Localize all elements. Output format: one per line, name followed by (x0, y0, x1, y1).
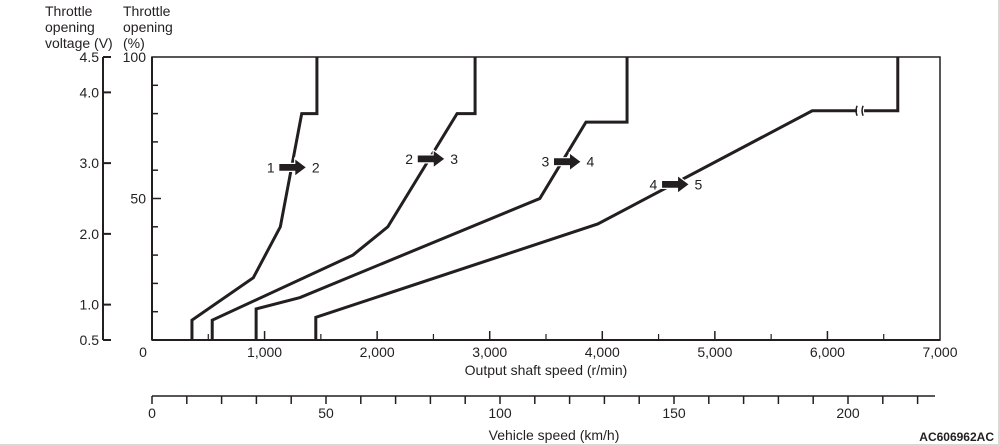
voltage-tick-label: 1.0 (80, 297, 100, 313)
plot-frame (151, 56, 941, 341)
vehicle-speed-tick-label: 150 (662, 405, 686, 421)
shift-arrow-icon (416, 148, 447, 170)
vehicle-speed-axis-title: Vehicle speed (km/h) (489, 427, 620, 443)
shift-to-label: 5 (695, 176, 703, 192)
percent-axis-title-line-2: opening (123, 19, 173, 35)
y-tick-label: 50 (130, 191, 146, 207)
shift-from-label: 3 (541, 154, 549, 170)
voltage-axis-title-line-3: voltage (V) (45, 35, 113, 51)
voltage-tick-label: 4.5 (80, 49, 100, 65)
shift-from-label: 1 (267, 159, 275, 175)
shift-arrow-icon (278, 157, 308, 178)
voltage-axis-title-line-2: opening (45, 19, 95, 35)
x-tick-label: 7,000 (922, 344, 957, 360)
axis-break-gap (857, 105, 865, 116)
vehicle-speed-tick-label: 0 (148, 405, 156, 421)
x-tick-label: 3,000 (472, 344, 507, 360)
shift-arrow-icon (552, 151, 583, 172)
y-tick-label: 100 (123, 49, 147, 65)
voltage-tick-label: 3.0 (80, 155, 100, 171)
vehicle-speed-tick-label: 200 (836, 405, 860, 421)
x-tick-label: 2,000 (360, 344, 395, 360)
vehicle-speed-tick-label: 100 (488, 405, 512, 421)
axis-break-icon (855, 105, 864, 117)
shift-from-label: 4 (650, 176, 658, 192)
shift-to-label: 4 (586, 154, 594, 170)
shift-to-label: 2 (312, 159, 320, 175)
percent-axis-title-line-1: Throttle (123, 3, 171, 19)
figure-code: AC606962AC (919, 430, 994, 444)
shift-line (314, 57, 900, 340)
x-tick-label: 1,000 (247, 344, 282, 360)
x-tick-label: 4,000 (585, 344, 620, 360)
x-tick-label: 6,000 (810, 344, 845, 360)
percent-axis-title-line-3: (%) (123, 35, 145, 51)
voltage-tick-label: 2.0 (80, 226, 100, 242)
voltage-tick-label: 0.5 (80, 332, 100, 348)
shift-from-label: 2 (405, 151, 413, 167)
shift-arrow-icon (660, 174, 691, 195)
voltage-tick-label: 4.0 (80, 84, 100, 100)
shift-line (210, 57, 477, 340)
voltage-axis-title-line-1: Throttle (45, 3, 93, 19)
x-tick-label: 0 (139, 344, 147, 360)
vehicle-speed-tick-label: 50 (318, 405, 334, 421)
shift-to-label: 3 (450, 151, 458, 167)
x-axis-title: Output shaft speed (r/min) (465, 362, 628, 378)
x-tick-label: 5,000 (697, 344, 732, 360)
shift-line (254, 57, 629, 340)
shift-line (190, 57, 319, 340)
